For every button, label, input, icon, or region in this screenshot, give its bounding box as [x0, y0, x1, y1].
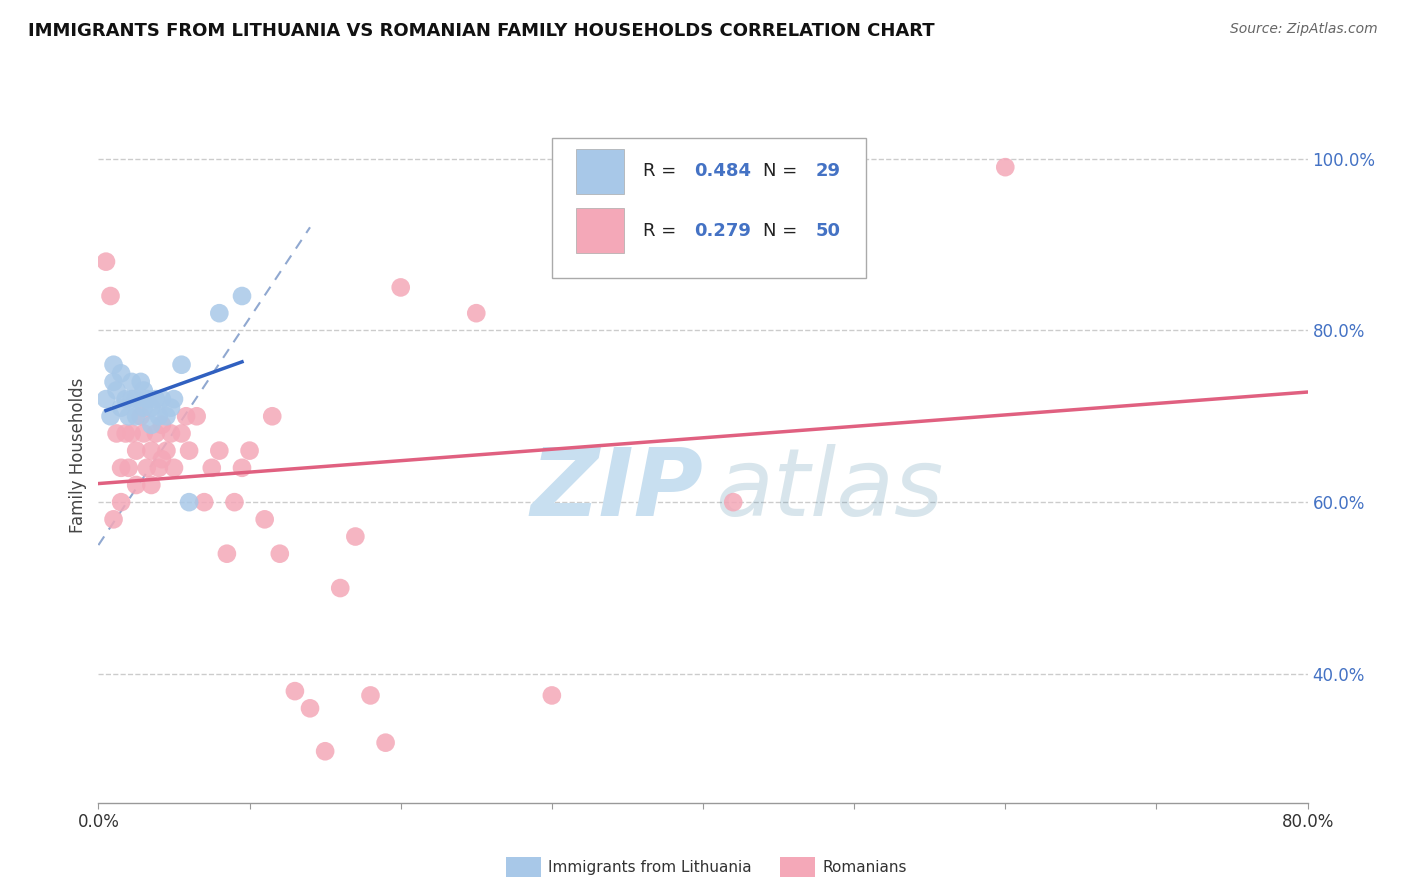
Point [160, 401, 183, 415]
Point [269, 547, 291, 561]
Point [103, 512, 125, 526]
Point [132, 426, 155, 441]
Point [125, 478, 148, 492]
Point [141, 417, 163, 432]
Point [100, 289, 122, 303]
Point [231, 289, 253, 303]
Point [314, 744, 336, 758]
Text: R =: R = [643, 221, 682, 240]
Point [193, 495, 215, 509]
Point [141, 478, 163, 492]
Point [132, 401, 155, 415]
Point [105, 384, 128, 398]
Point [163, 460, 186, 475]
FancyBboxPatch shape [553, 138, 866, 277]
Point [110, 460, 132, 475]
Point [155, 409, 177, 424]
Point [121, 375, 143, 389]
Text: atlas: atlas [716, 444, 943, 535]
Text: N =: N = [763, 221, 803, 240]
Point [284, 684, 307, 698]
Text: Immigrants from Lithuania: Immigrants from Lithuania [548, 860, 752, 874]
Point [179, 443, 201, 458]
Text: ZIP: ZIP [530, 443, 703, 536]
Point [231, 460, 253, 475]
Text: 0.279: 0.279 [695, 221, 751, 240]
Point [121, 426, 143, 441]
Bar [576, 208, 624, 253]
Text: Romanians: Romanians [823, 860, 907, 874]
Point [103, 375, 125, 389]
Point [374, 736, 396, 750]
Point [253, 512, 276, 526]
Point [148, 460, 170, 475]
Point [170, 358, 193, 372]
Point [118, 409, 141, 424]
Text: Source: ZipAtlas.com: Source: ZipAtlas.com [1230, 22, 1378, 37]
Point [129, 375, 152, 389]
Point [135, 460, 157, 475]
Point [105, 426, 128, 441]
Point [201, 460, 224, 475]
Point [262, 409, 284, 424]
Point [150, 417, 173, 432]
Point [145, 392, 167, 406]
Point [329, 581, 352, 595]
Point [465, 306, 488, 320]
Point [540, 689, 562, 703]
Bar [576, 149, 624, 194]
Point [150, 392, 173, 406]
Point [994, 160, 1017, 174]
Point [125, 409, 148, 424]
Text: R =: R = [643, 162, 682, 180]
Point [186, 409, 208, 424]
Point [170, 426, 193, 441]
Text: 50: 50 [815, 221, 841, 240]
Text: 0.484: 0.484 [695, 162, 752, 180]
Point [94, 254, 117, 268]
Text: 29: 29 [815, 162, 841, 180]
Point [344, 529, 367, 543]
Point [174, 409, 197, 424]
Point [114, 392, 136, 406]
Point [125, 392, 148, 406]
Point [141, 443, 163, 458]
Point [132, 384, 155, 398]
Text: N =: N = [763, 162, 803, 180]
Point [114, 426, 136, 441]
Point [299, 701, 322, 715]
Text: IMMIGRANTS FROM LITHUANIA VS ROMANIAN FAMILY HOUSEHOLDS CORRELATION CHART: IMMIGRANTS FROM LITHUANIA VS ROMANIAN FA… [28, 22, 935, 40]
Point [150, 452, 173, 467]
Point [179, 495, 201, 509]
Point [239, 443, 262, 458]
Point [224, 495, 246, 509]
Point [160, 426, 183, 441]
Point [135, 392, 157, 406]
Point [662, 169, 685, 183]
Point [163, 392, 186, 406]
Point [94, 392, 117, 406]
Point [723, 495, 745, 509]
Point [208, 306, 231, 320]
Point [145, 426, 167, 441]
Point [125, 443, 148, 458]
Y-axis label: Family Households: Family Households [69, 377, 87, 533]
Point [141, 401, 163, 415]
Point [389, 280, 412, 294]
Point [110, 495, 132, 509]
Point [215, 547, 238, 561]
Point [129, 409, 152, 424]
Point [100, 409, 122, 424]
Point [118, 460, 141, 475]
Point [110, 367, 132, 381]
Point [360, 689, 382, 703]
Point [155, 443, 177, 458]
Point [208, 443, 231, 458]
Point [148, 409, 170, 424]
Point [103, 358, 125, 372]
Point [110, 401, 132, 415]
Point [121, 392, 143, 406]
